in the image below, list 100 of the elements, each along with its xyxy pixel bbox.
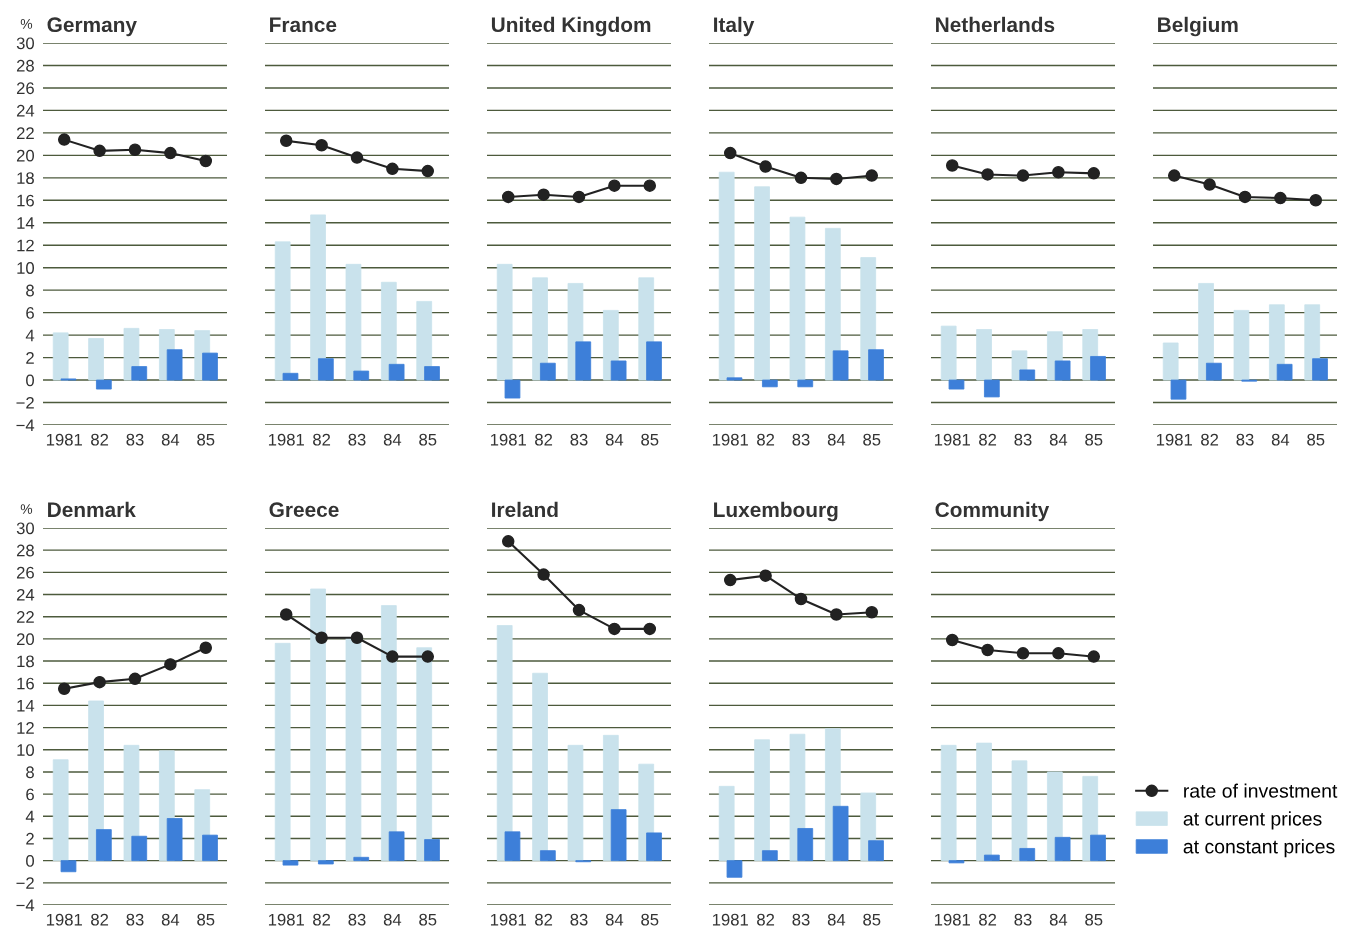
bar <box>282 372 299 381</box>
bar <box>567 744 584 862</box>
x-tick-label: 1981 <box>934 913 970 926</box>
y-axis-title: % <box>20 504 33 514</box>
y-tick-label: 28 <box>16 544 34 557</box>
x-tick-label: 84 <box>1049 913 1068 926</box>
y-tick-label: 26 <box>16 566 34 579</box>
point <box>572 603 586 617</box>
point <box>1052 647 1065 660</box>
x-tick-label: 84 <box>605 913 624 926</box>
bar <box>496 625 513 862</box>
x-tick-label: 83 <box>570 433 588 446</box>
x-tick-label: 82 <box>979 913 997 926</box>
chart-title: Ireland <box>492 501 558 518</box>
point <box>386 162 399 176</box>
chart-title: Italy <box>714 16 755 37</box>
y-tick-label: −4 <box>16 419 35 432</box>
point <box>981 643 994 657</box>
bar <box>789 216 806 381</box>
x-tick-label: 83 <box>348 913 366 926</box>
y-tick-label: 0 <box>26 374 35 387</box>
point <box>1052 165 1065 179</box>
legend-label: rate of investment <box>1184 783 1338 798</box>
x-tick-label: 84 <box>605 433 624 446</box>
bar <box>166 818 183 862</box>
x-tick-label: 85 <box>419 913 437 926</box>
bar <box>131 835 148 862</box>
y-tick-label: −2 <box>16 877 34 889</box>
legend-label: at constant prices <box>1183 839 1335 858</box>
point <box>981 168 994 181</box>
bar <box>1206 362 1222 381</box>
bar <box>202 352 218 381</box>
x-tick-label: 84 <box>827 913 846 926</box>
bar <box>1011 760 1028 862</box>
bar <box>832 805 849 862</box>
x-tick-label: 85 <box>1307 433 1325 446</box>
y-tick-label: 20 <box>16 149 35 162</box>
bar <box>1170 379 1187 400</box>
x-tick-label: 82 <box>313 913 331 926</box>
bar <box>1054 836 1071 862</box>
x-tick-label: 1981 <box>46 913 82 926</box>
x-tick-label: 1981 <box>934 433 970 446</box>
bar <box>940 744 957 862</box>
bar <box>388 363 405 381</box>
y-tick-label: 20 <box>16 633 35 646</box>
bar <box>424 839 440 862</box>
point <box>164 658 177 671</box>
bar <box>496 263 513 381</box>
bar <box>310 214 326 381</box>
chart-title: Denmark <box>48 501 136 518</box>
y-tick-label: 22 <box>16 127 34 139</box>
x-tick-label: 83 <box>1014 433 1032 446</box>
bar <box>976 742 992 862</box>
bar <box>1019 369 1036 381</box>
point <box>164 146 177 160</box>
bar <box>726 860 743 878</box>
y-tick-label: −2 <box>16 396 34 409</box>
x-tick-label: 1981 <box>712 913 748 926</box>
chart-title: United Kingdom <box>491 16 651 37</box>
point <box>1238 190 1252 204</box>
bar <box>388 831 405 862</box>
y-tick-label: 14 <box>17 217 35 229</box>
bar <box>1198 283 1214 381</box>
point <box>128 143 142 156</box>
bar <box>381 281 397 381</box>
bar <box>310 588 326 862</box>
point <box>794 171 808 185</box>
point <box>1016 647 1030 660</box>
point <box>501 535 515 548</box>
point <box>537 568 550 581</box>
x-tick-label: 82 <box>757 913 775 926</box>
y-tick-label: 10 <box>17 262 35 274</box>
y-tick-label: 30 <box>16 522 35 535</box>
point <box>945 633 959 647</box>
y-tick-label: 16 <box>17 677 34 690</box>
bar <box>504 379 521 399</box>
bar <box>96 829 112 862</box>
y-tick-label: 8 <box>26 284 34 297</box>
point <box>643 622 657 636</box>
bar <box>353 370 370 381</box>
bar <box>274 241 291 381</box>
point <box>1087 167 1101 180</box>
point <box>279 134 293 147</box>
x-tick-label: 85 <box>641 433 659 446</box>
bar <box>948 860 965 864</box>
bar <box>345 637 362 862</box>
bar <box>282 860 299 866</box>
point <box>199 154 213 168</box>
bar <box>726 377 743 381</box>
point <box>421 164 435 178</box>
bar <box>797 379 814 388</box>
x-tick-label: 82 <box>979 433 997 446</box>
x-tick-label: 84 <box>1049 433 1068 446</box>
y-tick-label: 22 <box>16 611 34 623</box>
x-tick-label: 82 <box>757 433 775 446</box>
y-tick-label: 26 <box>16 82 34 95</box>
x-tick-label: 83 <box>570 913 588 926</box>
point <box>128 672 142 686</box>
point <box>865 169 879 182</box>
bar <box>984 379 1000 398</box>
